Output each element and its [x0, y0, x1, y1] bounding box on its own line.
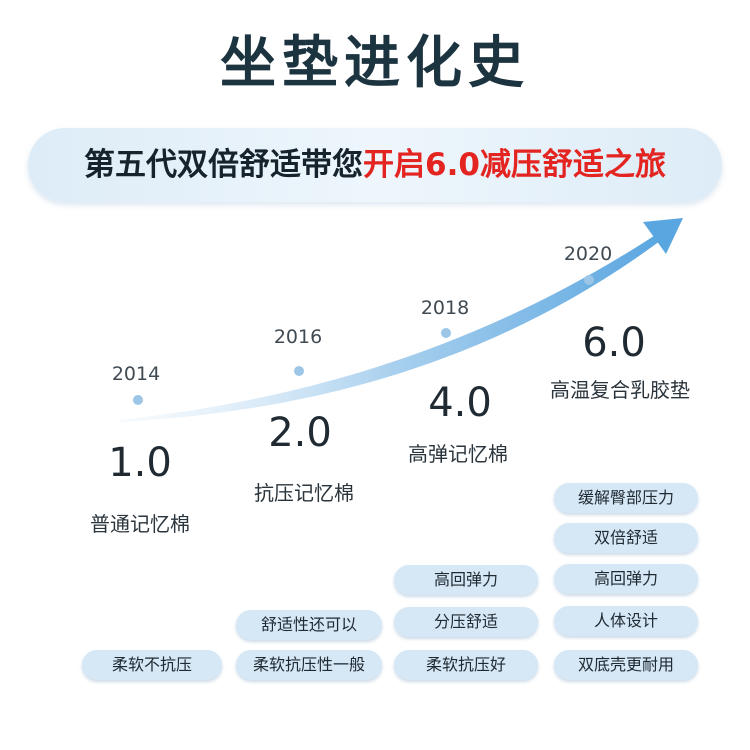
stage-1-dot	[133, 395, 143, 405]
stage-3-name: 高弹记忆棉	[408, 442, 508, 466]
banner-text-black: 第五代双倍舒适带您	[84, 147, 364, 183]
stage-4-name: 高温复合乳胶垫	[550, 378, 690, 402]
stage-2-year: 2016	[273, 326, 323, 348]
stage-2-version: 2.0	[268, 410, 332, 456]
stage-4-year: 2020	[563, 243, 613, 265]
banner-text-red: 开启6.0减压舒适之旅	[363, 147, 666, 183]
stage-4-feature-5: 双底壳更耐用	[554, 650, 698, 680]
stage-2-dot	[294, 366, 304, 376]
stage-1-version: 1.0	[108, 440, 172, 486]
stage-3-dot	[441, 328, 451, 338]
stage-1-year: 2014	[111, 363, 161, 385]
stage-4-feature-3: 高回弹力	[554, 564, 698, 594]
stage-4-version: 6.0	[582, 320, 646, 366]
stage-3-feature-1: 高回弹力	[394, 565, 538, 595]
slogan-banner: 第五代双倍舒适带您开启6.0减压舒适之旅	[28, 128, 722, 202]
stage-2-feature-1: 舒适性还可以	[236, 610, 382, 640]
stage-1-feature-1: 柔软不抗压	[82, 650, 222, 680]
stage-4-feature-1: 缓解臀部压力	[554, 483, 698, 513]
stage-2-name: 抗压记忆棉	[254, 481, 354, 505]
stage-3-feature-3: 柔软抗压好	[394, 650, 538, 680]
stage-2-feature-2: 柔软抗压性一般	[236, 650, 382, 680]
stage-4-feature-4: 人体设计	[554, 606, 698, 636]
stage-4-feature-2: 双倍舒适	[554, 523, 698, 553]
stage-3-version: 4.0	[428, 380, 492, 426]
stage-3-feature-2: 分压舒适	[394, 607, 538, 637]
page-title: 坐垫进化史	[220, 31, 530, 96]
stage-3-year: 2018	[420, 297, 470, 319]
stage-1-name: 普通记忆棉	[90, 512, 190, 536]
stage-4-dot	[584, 275, 594, 285]
